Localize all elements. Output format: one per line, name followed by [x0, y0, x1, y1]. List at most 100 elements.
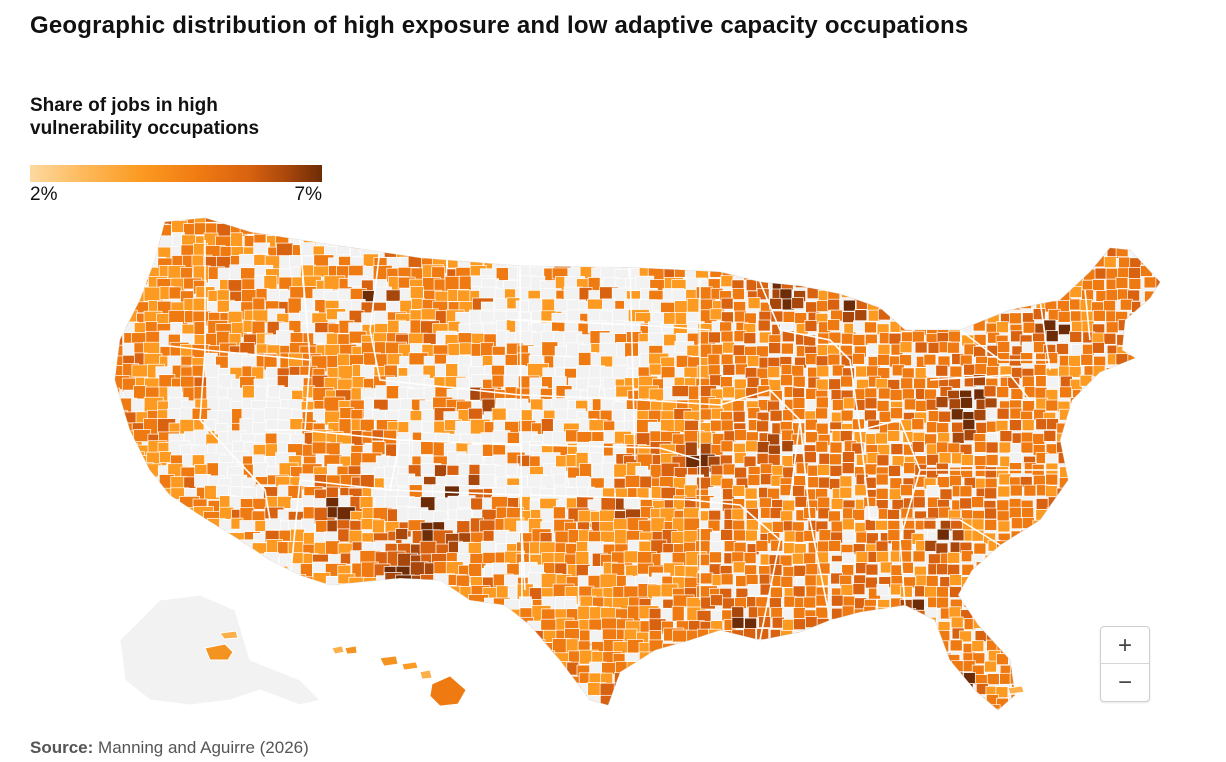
county-cell: [1021, 375, 1035, 388]
county-cell: [733, 529, 746, 542]
county-cell: [289, 584, 303, 602]
county-cell: [1081, 574, 1095, 587]
county-cell: [1130, 496, 1144, 509]
county-cell: [1155, 553, 1160, 566]
zoom-out-button[interactable]: −: [1117, 669, 1132, 696]
county-cell: [266, 565, 282, 578]
county-cell: [1142, 409, 1156, 422]
county-cell: [780, 364, 794, 376]
zoom-in-button[interactable]: +: [1101, 627, 1149, 664]
county-cell: [795, 641, 808, 654]
county-cell: [1079, 441, 1093, 454]
county-cell: [684, 675, 699, 690]
source-label: Source:: [30, 738, 94, 757]
county-cell: [1046, 507, 1060, 520]
county-cell: [348, 529, 363, 544]
county-cell: [518, 674, 533, 690]
county-cell: [375, 585, 391, 601]
county-cell: [746, 507, 759, 520]
county-cell: [530, 224, 549, 242]
source-note: Source: Manning and Aguirre (2026): [30, 738, 309, 758]
county-cell: [1107, 597, 1121, 609]
county-cell: [684, 218, 707, 229]
county-cell: [948, 330, 961, 343]
county-cell: [948, 376, 961, 389]
county-cell: [781, 660, 795, 673]
county-cell: [397, 586, 411, 600]
county-cell: [709, 551, 722, 564]
county-cell: [973, 585, 986, 598]
county-cell: [1072, 389, 1085, 402]
county-cell: [720, 440, 734, 453]
county-cell: [624, 242, 640, 261]
county-cell: [506, 650, 524, 666]
county-cell: [696, 244, 718, 259]
county-cell: [913, 221, 927, 234]
county-cell: [276, 653, 292, 667]
county-cell: [481, 683, 502, 701]
county-cell: [146, 486, 164, 498]
county-cell: [131, 364, 149, 378]
county-cell: [469, 662, 490, 679]
county-cell: [468, 563, 482, 577]
county-cell: [687, 231, 707, 244]
county-cell: [1044, 683, 1057, 696]
county-cell: [1069, 286, 1083, 298]
county-cell: [1032, 609, 1046, 622]
county-cell: [899, 288, 913, 301]
county-cell: [1127, 574, 1141, 587]
county-cell: [228, 301, 242, 313]
county-cell: [362, 234, 383, 251]
county-cell: [1154, 572, 1160, 585]
county-cell: [1151, 218, 1160, 226]
county-cell: [887, 630, 901, 643]
county-cell: [120, 222, 142, 241]
county-cell: [315, 587, 331, 603]
county-cell: [816, 708, 830, 710]
county-cell: [772, 521, 785, 533]
county-cell: [144, 709, 160, 710]
county-cell: [1095, 531, 1109, 543]
county-cell: [985, 242, 999, 255]
county-cell: [843, 694, 857, 706]
county-cell: [1108, 409, 1121, 422]
county-cell: [890, 617, 903, 630]
county-cell: [995, 619, 1009, 632]
county-cell: [1011, 651, 1025, 663]
county-cell: [539, 696, 560, 710]
county-cell: [735, 687, 748, 699]
county-cell: [567, 254, 583, 267]
county-cell: [892, 309, 905, 321]
county-cell: [904, 299, 917, 311]
county-cell: [1059, 661, 1072, 674]
county-cell: [959, 497, 973, 510]
county-cell: [853, 661, 866, 673]
county-cell: [864, 627, 877, 640]
county-cell: [589, 222, 607, 242]
county-cell: [791, 297, 805, 309]
county-cell: [735, 265, 748, 277]
county-cell: [242, 597, 261, 614]
county-cell: [661, 218, 679, 228]
county-cell: [1142, 353, 1156, 366]
county-cell: [316, 598, 331, 612]
county-cell: [1070, 522, 1083, 534]
county-cell: [591, 243, 612, 262]
county-cell: [348, 584, 370, 601]
county-cell: [863, 618, 877, 631]
county-cell: [999, 233, 1013, 245]
county-cell: [167, 499, 182, 518]
county-cell: [768, 223, 782, 236]
county-cell: [517, 642, 536, 659]
county-cell: [962, 235, 976, 248]
county-cell: [743, 233, 757, 246]
county-cell: [528, 243, 547, 259]
county-cell: [732, 696, 746, 708]
county-cell: [984, 519, 998, 531]
county-cell: [770, 235, 783, 248]
county-cell: [985, 454, 999, 466]
county-cell: [1080, 430, 1093, 443]
county-cell: [936, 640, 950, 653]
county-cell: [877, 653, 890, 666]
